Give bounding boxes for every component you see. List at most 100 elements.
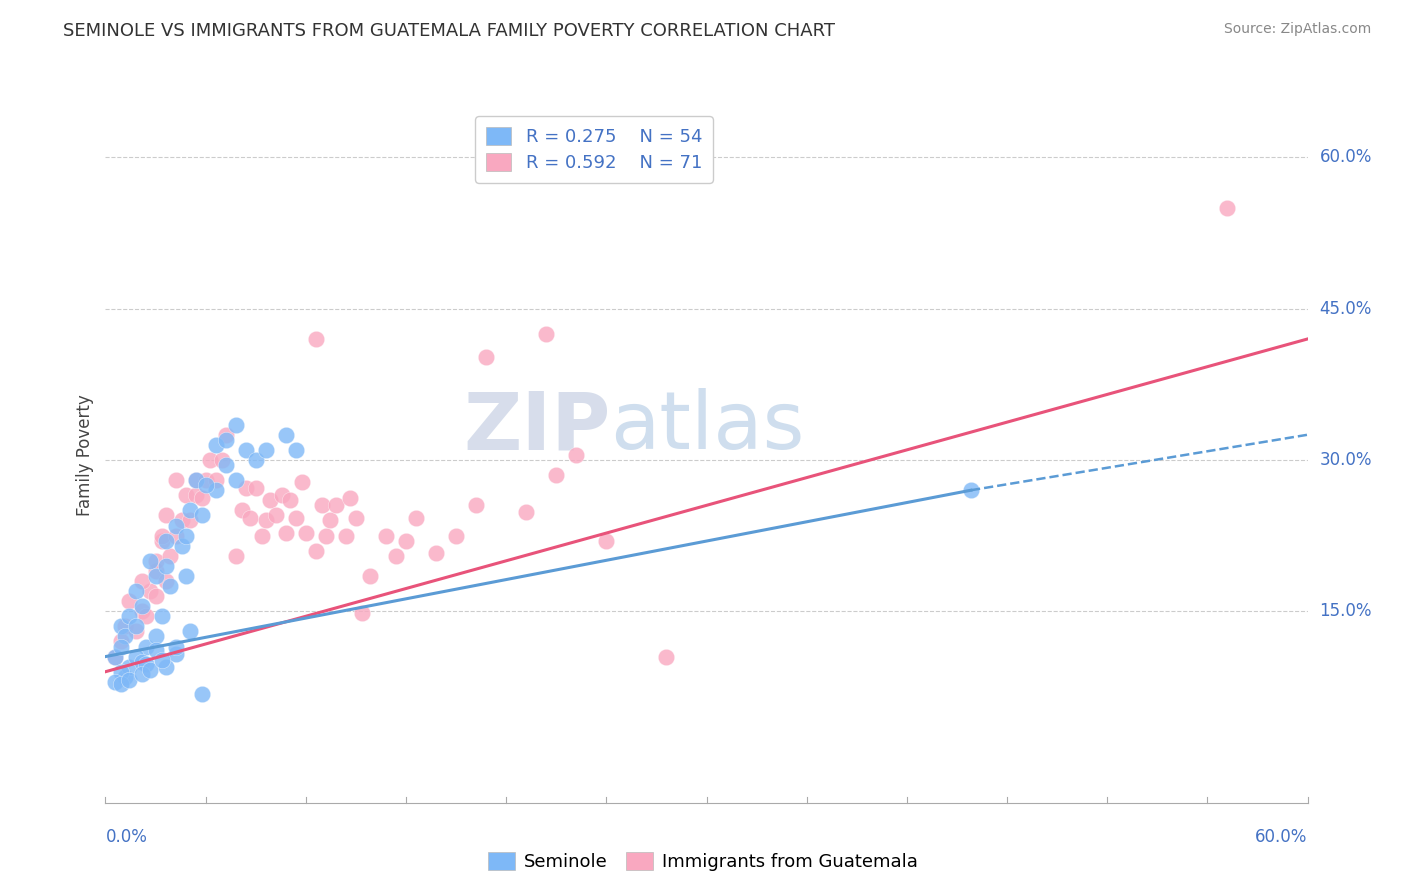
Point (155, 659, 177, 673)
Point (204, 483, 226, 498)
Point (315, 528, 337, 542)
Point (104, 674, 127, 689)
Point (305, 332, 328, 346)
Point (118, 594, 141, 608)
Point (190, 687, 212, 701)
Point (131, 574, 153, 588)
Point (114, 619, 136, 633)
Point (110, 640, 132, 654)
Point (295, 525, 318, 540)
Point (165, 647, 187, 661)
Point (235, 442, 257, 457)
Point (138, 554, 160, 568)
Text: SEMINOLE VS IMMIGRANTS FROM GUATEMALA FAMILY POVERTY CORRELATION CHART: SEMINOLE VS IMMIGRANTS FROM GUATEMALA FA… (63, 22, 835, 40)
Point (274, 427, 297, 442)
Point (110, 634, 132, 648)
Point (190, 491, 212, 506)
Point (225, 417, 247, 432)
Text: ZIP: ZIP (463, 388, 610, 467)
Text: 15.0%: 15.0% (1320, 602, 1372, 620)
Text: atlas: atlas (610, 388, 804, 467)
Point (104, 649, 127, 664)
Point (184, 473, 207, 487)
Point (184, 488, 207, 502)
Point (198, 453, 221, 467)
Point (534, 326, 557, 341)
Point (174, 569, 197, 583)
Point (179, 513, 201, 527)
Point (250, 528, 273, 542)
Point (204, 473, 226, 487)
Point (350, 606, 373, 620)
Point (284, 442, 307, 457)
Point (565, 448, 588, 462)
Point (278, 493, 301, 508)
Point (145, 589, 167, 603)
Y-axis label: Family Poverty: Family Poverty (76, 394, 94, 516)
Point (425, 546, 447, 560)
Point (190, 508, 212, 523)
Point (264, 508, 287, 523)
Point (465, 499, 488, 513)
Point (104, 649, 127, 664)
Point (385, 549, 408, 563)
Point (515, 505, 537, 519)
Point (214, 458, 236, 472)
Point (138, 663, 160, 677)
Point (374, 528, 398, 542)
Text: Source: ZipAtlas.com: Source: ZipAtlas.com (1223, 22, 1371, 37)
Point (145, 642, 167, 657)
Point (405, 511, 427, 525)
Point (311, 499, 333, 513)
Point (150, 528, 173, 542)
Point (145, 564, 167, 578)
Legend: Seminole, Immigrants from Guatemala: Seminole, Immigrants from Guatemala (481, 845, 925, 879)
Point (259, 493, 281, 508)
Point (135, 657, 157, 671)
Point (239, 511, 262, 525)
Point (225, 549, 247, 563)
Point (204, 438, 226, 452)
Point (194, 473, 217, 487)
Point (131, 655, 153, 669)
Point (305, 543, 328, 558)
Point (145, 554, 167, 568)
Point (231, 503, 253, 517)
Point (155, 533, 177, 548)
Point (150, 652, 173, 666)
Text: 30.0%: 30.0% (1320, 451, 1372, 469)
Point (165, 473, 187, 487)
Point (344, 511, 367, 525)
Point (159, 579, 181, 593)
Point (245, 453, 267, 467)
Point (150, 609, 173, 624)
Point (155, 508, 177, 523)
Point (655, 649, 678, 664)
Point (124, 624, 146, 639)
Text: 60.0%: 60.0% (1256, 828, 1308, 846)
Point (110, 665, 132, 679)
Point (444, 528, 467, 542)
Point (960, 483, 983, 498)
Point (118, 673, 141, 687)
Point (194, 478, 217, 492)
Point (214, 433, 236, 447)
Point (165, 518, 187, 533)
Point (114, 670, 136, 684)
Point (475, 350, 498, 364)
Point (170, 513, 193, 527)
Point (114, 629, 136, 643)
Point (131, 599, 153, 614)
Point (118, 659, 141, 673)
Point (124, 649, 146, 664)
Point (214, 427, 236, 442)
Point (159, 549, 181, 563)
Point (110, 619, 132, 633)
Point (254, 442, 277, 457)
Point (131, 604, 153, 618)
Point (155, 574, 177, 588)
Point (165, 528, 187, 542)
Point (165, 640, 187, 654)
Point (174, 528, 197, 542)
Point (284, 511, 307, 525)
